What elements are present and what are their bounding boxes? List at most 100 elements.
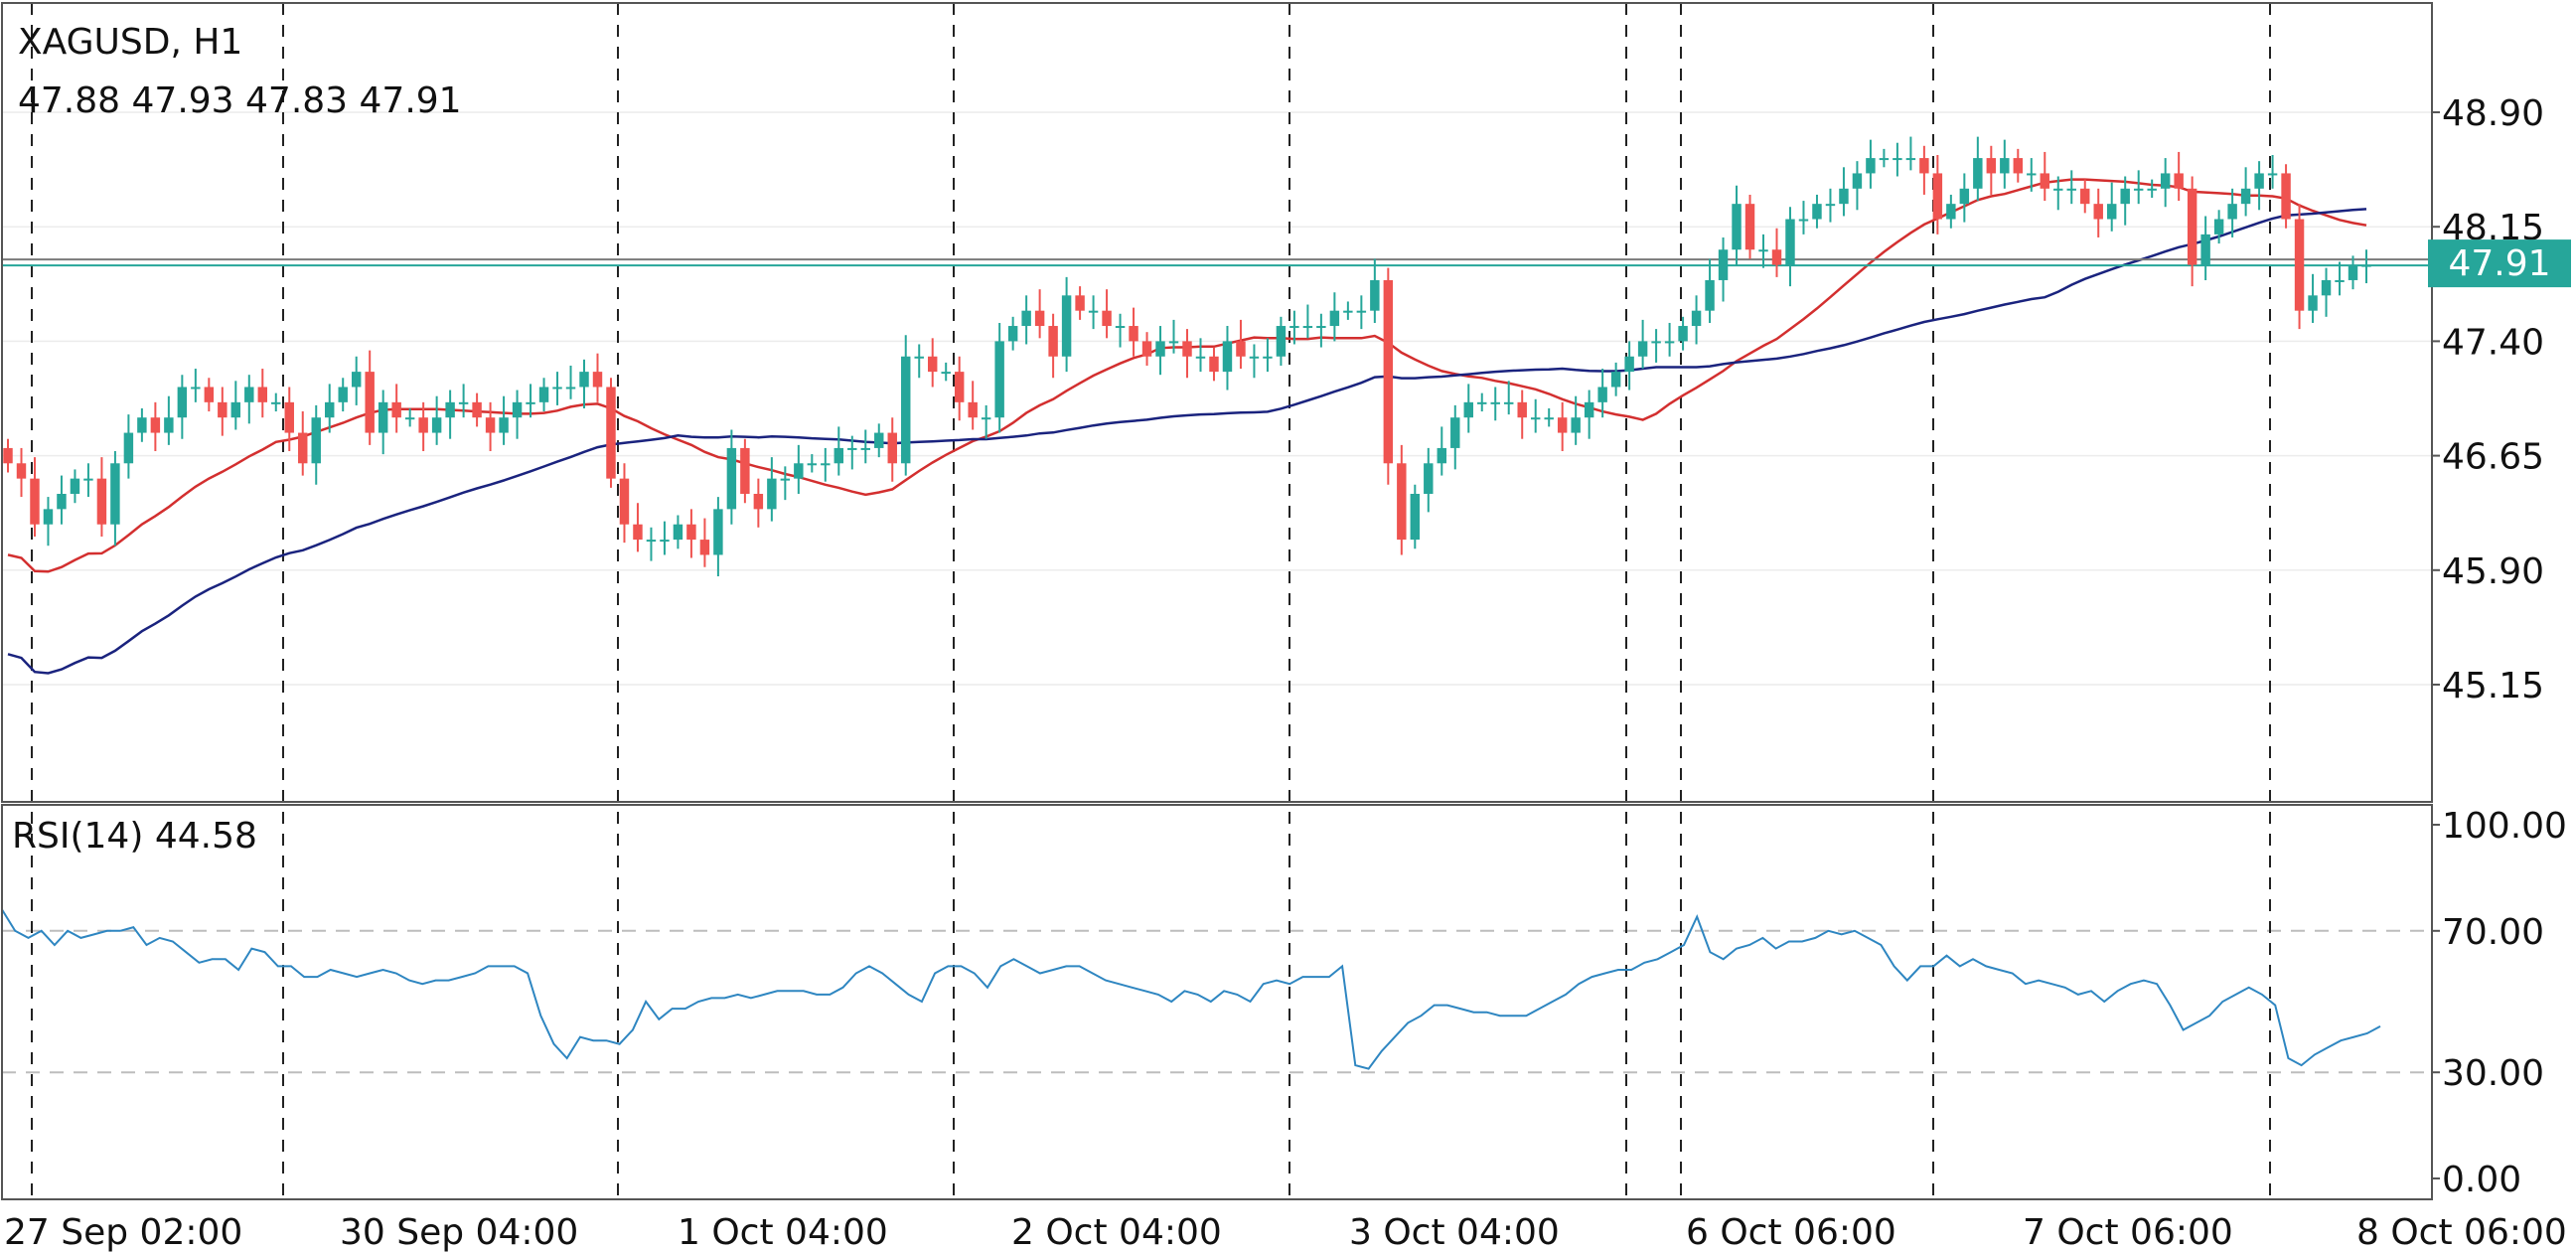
candle [1141, 332, 1152, 366]
candle-body [981, 417, 991, 420]
price-axis[interactable]: 48.9048.1547.4046.6545.9045.15100.0070.0… [2432, 93, 2567, 1200]
candle [1490, 387, 1500, 421]
candle [2053, 176, 2063, 211]
candle [2348, 255, 2358, 290]
candle-body [2147, 188, 2157, 191]
candle [2321, 267, 2332, 317]
candle-body [1195, 356, 1206, 359]
candle-body [2254, 173, 2264, 189]
candle [244, 375, 254, 424]
candle-body [1249, 356, 1260, 359]
candle [579, 359, 589, 408]
candle [1798, 201, 1809, 235]
candle-body [860, 447, 870, 450]
time-tick-label: 30 Sep 04:00 [340, 1212, 578, 1252]
session-separators [31, 3, 2271, 1199]
candle [2227, 188, 2237, 237]
candle-body [150, 417, 161, 433]
candle-body [633, 524, 643, 541]
candle [177, 375, 188, 439]
candle [526, 384, 535, 418]
candle [43, 497, 54, 547]
candle [2066, 170, 2076, 205]
candle-body [1129, 326, 1138, 342]
candle [1007, 316, 1018, 351]
candle-body [1825, 204, 1836, 207]
candle-body [619, 478, 630, 525]
candle [565, 365, 576, 399]
candle [2254, 161, 2264, 211]
candle [1557, 401, 1568, 451]
candle-body [1276, 326, 1287, 357]
candle [378, 390, 388, 455]
candle-body [526, 401, 535, 404]
rsi-pane-border [1, 804, 2433, 1200]
candle-body [538, 387, 549, 402]
candle [191, 369, 201, 402]
candle [2027, 158, 2037, 192]
candle [887, 417, 897, 482]
candle [2174, 151, 2184, 202]
candle-body [2335, 279, 2345, 282]
candle [485, 401, 496, 451]
candle-body [1758, 249, 1768, 252]
candle [1959, 173, 1970, 223]
candle-body [1651, 341, 1661, 344]
candle [767, 457, 777, 522]
candle [1839, 167, 1849, 217]
candle [1932, 155, 1943, 235]
rsi-tick-label: 100.00 [2442, 806, 2567, 847]
candle-body [1732, 204, 1742, 250]
candle [726, 429, 737, 525]
candle-body [1744, 204, 1755, 250]
candle-body [257, 387, 268, 402]
candle-body [2013, 158, 2024, 174]
candle-body [579, 372, 589, 388]
candle [1289, 310, 1299, 345]
time-axis[interactable]: 27 Sep 02:00 30 Sep 04:00 1 Oct 04:00 2 Oct… [4, 1212, 2567, 1252]
candle-body [218, 401, 227, 418]
candle [1744, 194, 1755, 259]
candle [1919, 145, 1929, 195]
candle [1973, 136, 1983, 202]
candle-body [338, 387, 348, 402]
price-tag-background [2428, 239, 2571, 288]
candle [1637, 319, 1648, 370]
candle [1424, 447, 1434, 513]
candle-body [365, 372, 375, 433]
candle [981, 404, 991, 439]
time-tick-label: 7 Oct 06:00 [2023, 1212, 2233, 1252]
candle-body [311, 417, 321, 464]
candle [1075, 286, 1085, 320]
candle [123, 414, 134, 479]
candle-body [1463, 401, 1473, 418]
candle-body [499, 417, 509, 433]
candle-body [1102, 310, 1112, 327]
candle [2080, 179, 2090, 214]
rsi-label: RSI(14) 44.58 [12, 816, 257, 857]
candle-body [1289, 326, 1299, 329]
candle-body [887, 432, 897, 464]
candle [338, 378, 348, 412]
candle [96, 457, 107, 538]
candle [110, 450, 120, 547]
candle-body [552, 387, 562, 390]
candle-body [1678, 326, 1688, 342]
candle-body [2027, 173, 2037, 176]
price-pane-border [1, 2, 2433, 803]
candle-body [485, 417, 496, 433]
candle-body [1034, 310, 1045, 327]
candle-body [767, 478, 777, 510]
candle [1678, 316, 1688, 351]
candle [821, 447, 831, 482]
candle-body [96, 478, 107, 525]
candle-body [726, 447, 737, 510]
candle [298, 411, 308, 476]
candle [1504, 381, 1514, 415]
candle [1544, 407, 1554, 427]
candle [2147, 179, 2157, 199]
candle-body [1530, 417, 1541, 420]
candle [16, 447, 27, 498]
candles [3, 136, 2371, 576]
